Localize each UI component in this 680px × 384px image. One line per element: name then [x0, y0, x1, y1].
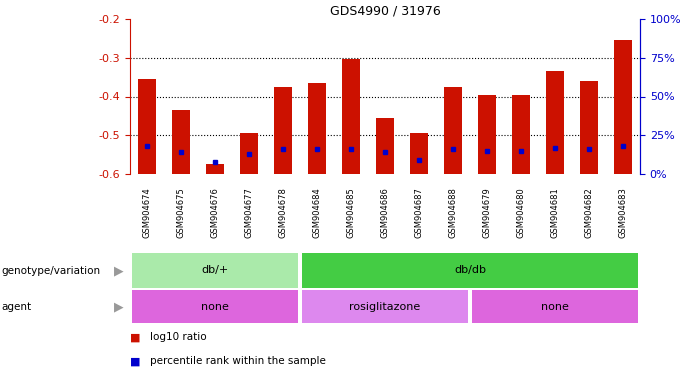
Text: GSM904687: GSM904687	[415, 187, 424, 238]
Text: db/+: db/+	[201, 265, 228, 275]
Text: GSM904680: GSM904680	[517, 188, 526, 238]
Text: percentile rank within the sample: percentile rank within the sample	[150, 356, 326, 366]
Bar	[137, 79, 156, 174]
Text: GSM904674: GSM904674	[143, 188, 152, 238]
Text: none: none	[201, 301, 229, 311]
Bar	[302, 290, 469, 323]
Text: GSM904686: GSM904686	[381, 187, 390, 238]
Bar	[132, 253, 299, 288]
Text: agent: agent	[1, 301, 31, 311]
Bar	[239, 133, 258, 174]
Bar	[472, 290, 639, 323]
Bar	[307, 83, 326, 174]
Bar	[171, 110, 190, 174]
Bar	[273, 87, 292, 174]
Bar	[375, 118, 394, 174]
Text: GSM904678: GSM904678	[279, 187, 288, 238]
Text: none: none	[541, 301, 569, 311]
Text: log10 ratio: log10 ratio	[150, 333, 207, 343]
Bar	[477, 94, 496, 174]
Title: GDS4990 / 31976: GDS4990 / 31976	[330, 5, 441, 18]
Bar	[409, 133, 428, 174]
Text: GSM904683: GSM904683	[619, 187, 628, 238]
Text: GSM904685: GSM904685	[347, 188, 356, 238]
Text: ▶: ▶	[114, 264, 123, 277]
Bar	[443, 87, 462, 174]
Text: db/db: db/db	[454, 265, 486, 275]
Bar	[302, 253, 639, 288]
Bar	[579, 81, 598, 174]
Bar	[132, 290, 299, 323]
Text: genotype/variation: genotype/variation	[1, 265, 101, 275]
Text: rosiglitazone: rosiglitazone	[350, 301, 421, 311]
Text: ▶: ▶	[114, 300, 123, 313]
Bar	[545, 71, 564, 174]
Text: GSM904682: GSM904682	[585, 188, 594, 238]
Text: GSM904676: GSM904676	[211, 187, 220, 238]
Bar	[511, 94, 530, 174]
Text: ■: ■	[130, 356, 141, 366]
Text: GSM904688: GSM904688	[449, 187, 458, 238]
Text: GSM904679: GSM904679	[483, 188, 492, 238]
Text: GSM904684: GSM904684	[313, 188, 322, 238]
Bar	[341, 58, 360, 174]
Text: GSM904681: GSM904681	[551, 188, 560, 238]
Bar	[205, 164, 224, 174]
Bar	[613, 40, 632, 174]
Text: ■: ■	[130, 333, 141, 343]
Text: GSM904675: GSM904675	[177, 188, 186, 238]
Text: GSM904677: GSM904677	[245, 187, 254, 238]
